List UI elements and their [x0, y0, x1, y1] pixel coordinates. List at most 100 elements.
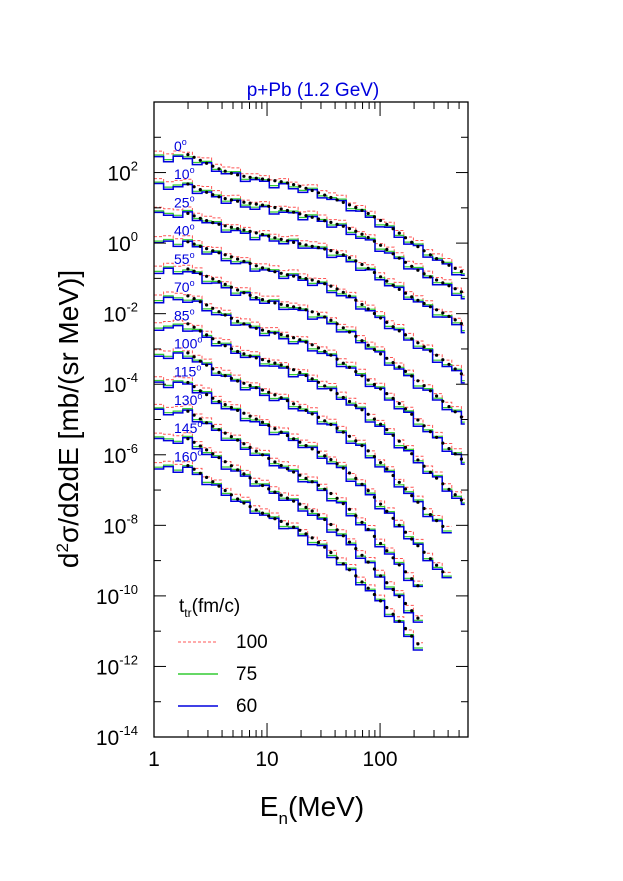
- data-point-55: [229, 285, 233, 289]
- data-point-10: [372, 239, 376, 243]
- data-point-25: [273, 236, 277, 240]
- data-point-85: [292, 368, 296, 372]
- data-point-70: [335, 357, 339, 361]
- data-point-130: [372, 534, 376, 539]
- data-point-55: [372, 348, 376, 352]
- data-point-25: [236, 227, 240, 231]
- data-point-100: [341, 430, 345, 434]
- angle-label-55: 55o: [174, 250, 195, 267]
- data-point-25: [254, 231, 258, 235]
- data-point-160: [267, 514, 271, 518]
- data-point-85: [260, 358, 265, 362]
- data-point-130: [385, 549, 389, 553]
- data-point-0: [192, 155, 196, 159]
- data-point-115: [391, 516, 395, 520]
- x-tick-label: 10: [255, 748, 278, 771]
- data-point-0: [422, 249, 426, 253]
- data-point-55: [410, 374, 414, 378]
- data-point-25: [422, 301, 426, 306]
- data-point-40: [397, 329, 401, 333]
- curve-100-55: [154, 262, 465, 418]
- angle-label-85: 85o: [174, 306, 195, 323]
- data-point-100: [403, 487, 408, 491]
- angle-degree-145: o: [197, 419, 202, 429]
- x-tick-label: 100: [363, 748, 398, 771]
- data-point-40: [211, 249, 215, 253]
- data-point-40: [403, 333, 408, 337]
- data-point-0: [242, 174, 246, 178]
- data-point-25: [211, 221, 215, 225]
- data-point-100: [435, 519, 439, 523]
- curve-100-115: [154, 376, 452, 573]
- data-point-70: [366, 378, 370, 382]
- data-point-85: [428, 470, 432, 474]
- data-point-25: [397, 287, 401, 291]
- angle-degree-10: o: [190, 165, 195, 175]
- data-point-55: [428, 389, 432, 393]
- data-point-70: [211, 306, 215, 310]
- data-point-115: [372, 495, 376, 499]
- data-point-25: [223, 224, 227, 228]
- data-point-145: [279, 493, 283, 497]
- data-point-145: [223, 460, 227, 464]
- data-point-25: [316, 245, 321, 250]
- angle-label-10: 10o: [174, 165, 195, 182]
- data-point-40: [254, 264, 258, 268]
- data-point-0: [217, 167, 221, 171]
- data-point-160: [310, 536, 314, 540]
- data-point-0: [397, 231, 401, 235]
- data-point-55: [242, 291, 246, 295]
- legend-title: ttr(fm/c): [179, 596, 240, 620]
- data-point-40: [229, 255, 233, 259]
- data-point-85: [354, 404, 358, 408]
- data-point-160: [354, 574, 358, 578]
- data-point-55: [267, 299, 271, 303]
- data-point-25: [410, 295, 414, 299]
- data-point-25: [447, 314, 451, 318]
- data-point-55: [192, 269, 196, 273]
- data-point-25: [459, 322, 463, 326]
- data-point-85: [279, 363, 283, 367]
- data-point-130: [416, 584, 420, 588]
- data-point-55: [441, 399, 445, 403]
- data-point-40: [366, 307, 370, 311]
- data-point-85: [335, 392, 339, 396]
- data-point-145: [366, 560, 370, 564]
- angle-degree-0: o: [182, 137, 187, 147]
- data-point-70: [323, 349, 327, 353]
- data-point-0: [298, 184, 302, 188]
- data-point-145: [403, 601, 408, 606]
- data-point-10: [447, 284, 451, 288]
- data-point-85: [205, 333, 209, 337]
- angle-degree-40: o: [190, 222, 195, 232]
- data-point-40: [310, 278, 314, 282]
- curve-100-85: [154, 319, 465, 500]
- data-point-160: [205, 475, 209, 479]
- data-point-25: [229, 225, 233, 229]
- data-point-130: [298, 473, 302, 477]
- data-point-85: [323, 384, 327, 388]
- data-point-0: [273, 179, 277, 183]
- data-point-145: [329, 522, 333, 527]
- data-point-130: [192, 413, 196, 417]
- data-point-55: [347, 330, 352, 334]
- data-point-25: [391, 283, 395, 287]
- data-point-145: [248, 476, 252, 480]
- angle-degree-25: o: [190, 193, 195, 203]
- data-point-160: [403, 626, 408, 631]
- data-point-0: [279, 180, 283, 184]
- data-point-160: [323, 545, 327, 549]
- data-point-115: [267, 423, 271, 427]
- data-point-10: [366, 235, 370, 240]
- data-point-100: [354, 439, 358, 443]
- data-point-160: [360, 580, 364, 584]
- data-point-0: [186, 153, 190, 157]
- data-point-70: [310, 343, 314, 347]
- data-point-160: [217, 484, 221, 488]
- data-point-10: [285, 208, 289, 213]
- data-point-10: [459, 290, 463, 294]
- data-point-0: [379, 218, 383, 223]
- data-point-70: [360, 374, 364, 378]
- data-point-115: [292, 437, 296, 441]
- data-point-0: [416, 245, 420, 249]
